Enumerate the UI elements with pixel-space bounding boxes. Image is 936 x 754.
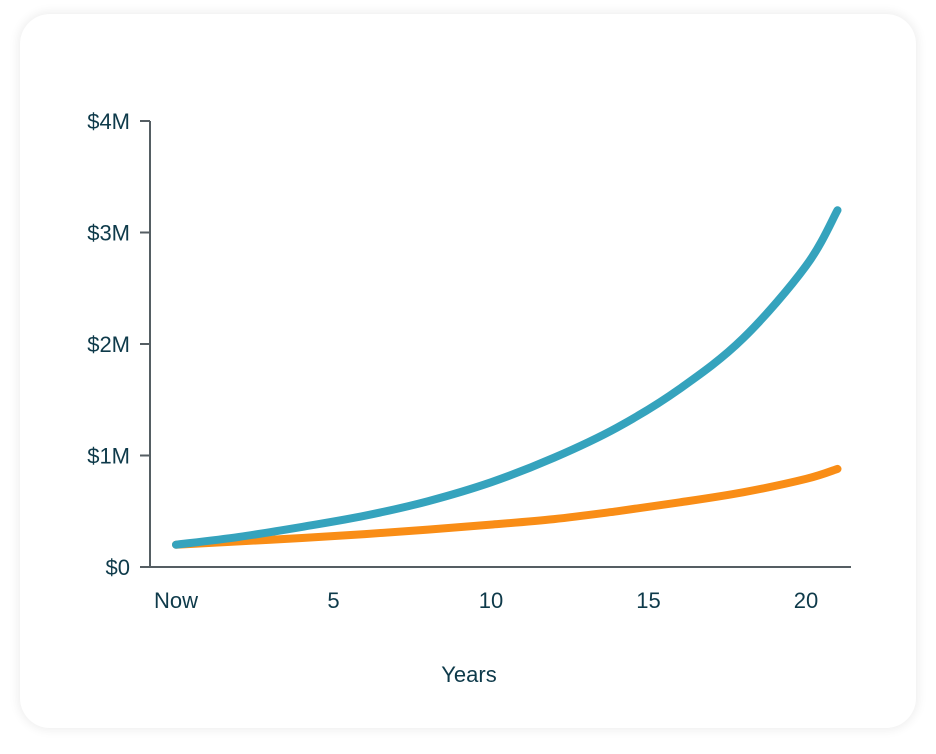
y-tick-label: $4M <box>87 109 130 134</box>
y-tick-label: $1M <box>87 444 130 469</box>
series-line-1 <box>172 206 842 549</box>
axes <box>149 121 851 568</box>
x-tick-label: 5 <box>327 588 339 613</box>
x-axis-title: Years <box>441 662 496 687</box>
x-tick-label: 20 <box>794 588 818 613</box>
y-tick-label: $3M <box>87 221 130 246</box>
chart-card <box>20 14 916 728</box>
x-tick-label: 10 <box>479 588 503 613</box>
y-tick-label: $2M <box>87 332 130 357</box>
series-line-2 <box>172 464 842 549</box>
y-axis-ticks: $0 $1M $2M $3M $4M <box>87 109 150 580</box>
series-lines <box>172 206 842 549</box>
x-tick-label: 15 <box>636 588 660 613</box>
y-tick-label: $0 <box>106 555 130 580</box>
x-axis-ticks: Now 5 10 15 20 <box>154 588 818 613</box>
x-tick-label: Now <box>154 588 198 613</box>
